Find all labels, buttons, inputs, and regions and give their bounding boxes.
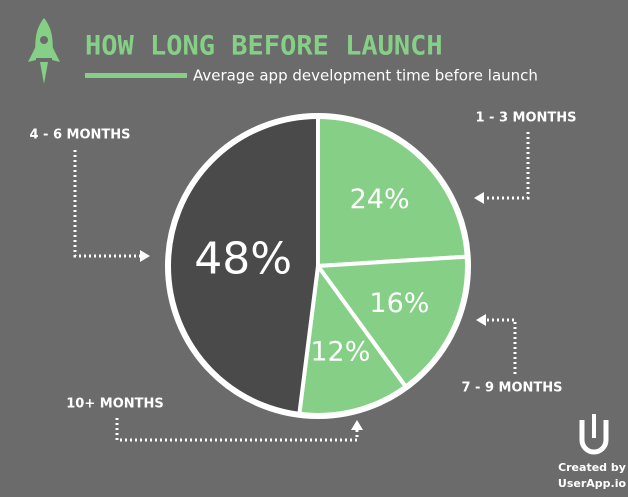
credit-line: UserApp.io — [558, 477, 627, 490]
callout-arrow — [474, 192, 484, 204]
pie-outline — [165, 113, 471, 419]
value-label: 24% — [350, 184, 410, 215]
credit-line: Created by — [558, 461, 626, 474]
category-label: 7 - 9 MONTHS — [461, 381, 562, 396]
callout-arrow — [476, 314, 486, 326]
callout-arrow — [351, 420, 363, 430]
chart-subtitle: Average app development time before laun… — [193, 67, 538, 85]
pie: 24% 16% 12% 48% — [165, 113, 471, 419]
callout-arrow — [140, 250, 150, 262]
category-label: 10+ MONTHS — [66, 397, 164, 412]
annotations: 1 - 3 MONTHS 7 - 9 MONTHS 10+ MONTHS 4 - 6 … — [29, 111, 577, 442]
value-label: 12% — [310, 337, 370, 368]
title-rule — [85, 73, 187, 78]
chart-title: HOW LONG BEFORE LAUNCH — [85, 31, 443, 62]
callout-line — [484, 132, 530, 200]
category-label: 1 - 3 MONTHS — [475, 111, 576, 126]
value-label: 48% — [194, 233, 292, 284]
rocket-icon — [28, 18, 60, 84]
callout-line — [73, 150, 140, 258]
callout-line — [115, 418, 359, 442]
value-label: 16% — [369, 288, 429, 319]
category-label: 4 - 6 MONTHS — [29, 128, 130, 143]
userapp-logo — [579, 420, 609, 455]
